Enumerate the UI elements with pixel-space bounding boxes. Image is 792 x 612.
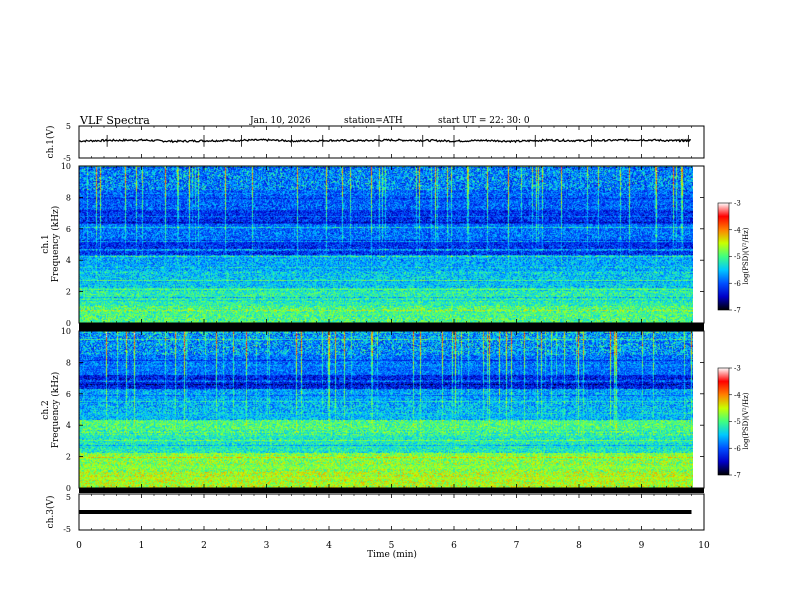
ch1-colorbar-tick-label: -5 <box>734 253 741 261</box>
ch2-spectrogram-ylabel-channel: ch.2 <box>41 400 51 419</box>
x-axis-tick-labels: 0 1 2 3 4 5 6 7 8 9 10 <box>76 541 710 551</box>
ch2-spectrogram-ylabel: Frequency (kHz) <box>50 372 61 449</box>
x-tick-label: 7 <box>514 541 520 551</box>
ch3-ytick-top: 5 <box>66 493 71 502</box>
ch3-ytick-bottom: -5 <box>63 525 71 534</box>
ch1-spectrogram-ytick-label: 4 <box>66 256 71 265</box>
ch2-colorbar-ticks: -3 -4 -5 -6 -7 <box>729 365 741 480</box>
ch1-spectrogram-ytick-label: 6 <box>66 225 71 234</box>
ch1-spectrogram-ytick-label: 10 <box>61 162 71 171</box>
ch1-waveform-ylabel: ch.1(V) <box>45 126 56 159</box>
x-tick-label: 3 <box>264 541 270 551</box>
ch2-spectrogram-bottom-band <box>79 488 704 493</box>
x-tick-label: 10 <box>698 541 710 551</box>
ch1-colorbar-tick-label: -4 <box>734 226 741 234</box>
ch1-spectrogram-ytick-label: 0 <box>66 319 71 328</box>
ch2-colorbar-gradient <box>718 368 729 475</box>
station-label: station=ATH <box>344 116 403 126</box>
ch1-colorbar-tick-label: -7 <box>734 307 741 315</box>
ch2-spectrogram-image <box>79 331 693 488</box>
x-tick-label: 1 <box>139 541 145 551</box>
date-label: Jan. 10, 2026 <box>249 116 311 126</box>
x-axis-ticks <box>78 126 705 530</box>
ch3-waveform-ylabel: ch.3(V) <box>45 496 56 529</box>
ch1-ytick-top: 5 <box>66 122 71 131</box>
ch2-colorbar-tick-label: -5 <box>734 418 741 426</box>
ch2-spectrogram-ytick-label: 0 <box>66 484 71 493</box>
x-tick-label: 8 <box>576 541 582 551</box>
ch2-spectrogram-ytick-label: 2 <box>66 453 71 462</box>
ch2-spectrogram-ytick-label: 8 <box>66 358 71 367</box>
ch2-colorbar-tick-label: -6 <box>734 445 741 453</box>
ch2-colorbar: -3 -4 -5 -6 -7 log(PSD)(V²/Hz) <box>717 365 750 480</box>
x-tick-label: 9 <box>639 541 645 551</box>
ch2-colorbar-tick-label: -4 <box>734 391 741 399</box>
ch1-spectrogram-panel: 0 2 4 6 8 10 ch.1 Frequency (kHz) <box>41 162 705 328</box>
ch2-spectrogram-ytick-label: 4 <box>66 421 71 430</box>
ch2-spectrogram-panel: 0 2 4 6 8 10 ch.2 Frequency (kHz) <box>41 327 705 493</box>
ch1-spectrogram-ytick-label: 8 <box>66 193 71 202</box>
ch1-ytick-bottom: -5 <box>63 154 71 163</box>
ch1-colorbar-tick-label: -3 <box>734 200 741 208</box>
ch2-colorbar-label: log(PSD)(V²/Hz) <box>742 392 750 449</box>
ch1-colorbar-label: log(PSD)(V²/Hz) <box>742 227 750 284</box>
ch1-spectrogram-image <box>79 166 693 323</box>
ch2-colorbar-tick-label: -3 <box>734 365 741 373</box>
ch1-spectrogram-ylabel-channel: ch.1 <box>41 234 51 253</box>
x-tick-label: 2 <box>201 541 207 551</box>
x-tick-label: 6 <box>451 541 457 551</box>
x-tick-label: 5 <box>389 541 395 551</box>
ch1-colorbar-ticks: -3 -4 -5 -6 -7 <box>729 200 741 315</box>
ch1-waveform-panel: 5 -5 ch.1(V) <box>45 122 705 163</box>
ch2-spectrogram-ytick-label: 10 <box>61 327 71 336</box>
ch1-colorbar-gradient <box>718 203 729 310</box>
ch1-spectrogram-ytick-label: 2 <box>66 288 71 297</box>
ch1-waveform-spikes <box>106 134 689 147</box>
ch3-waveform-panel: 5 -5 ch.3(V) <box>45 493 705 534</box>
ch1-colorbar-tick-label: -6 <box>734 280 741 288</box>
start-ut-label: start UT = 22: 30: 0 <box>438 116 530 126</box>
ch1-spectrogram-ylabel: Frequency (kHz) <box>50 206 61 283</box>
x-tick-label: 4 <box>326 541 332 551</box>
figure-title: VLF Spectra <box>79 114 150 127</box>
ch1-spectrogram-bottom-band <box>79 323 704 331</box>
x-axis-label: Time (min) <box>367 549 417 560</box>
ch1-colorbar: -3 -4 -5 -6 -7 log(PSD)(V²/Hz) <box>717 200 750 315</box>
ch2-spectrogram-ytick-label: 6 <box>66 390 71 399</box>
ch1-spectrogram-yticks: 0 2 4 6 8 10 <box>61 162 704 328</box>
x-tick-label: 0 <box>76 541 82 551</box>
ch1-waveform-line <box>78 138 691 144</box>
ch2-colorbar-tick-label: -7 <box>734 472 741 480</box>
